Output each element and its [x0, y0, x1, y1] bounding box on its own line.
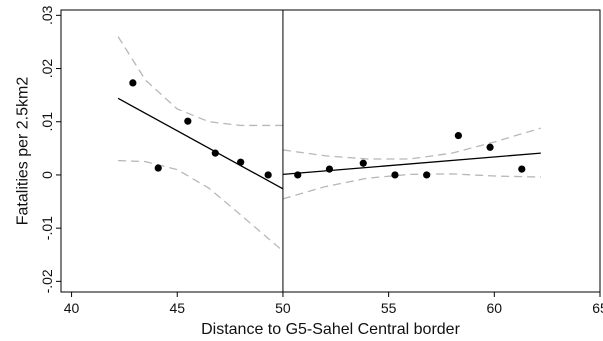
- x-tick-label: 55: [381, 300, 397, 316]
- fit-right-line: [282, 152, 541, 176]
- y-tick-label: .01: [39, 112, 55, 132]
- y-axis-ticks: -.02 -.01 0 .01 .02 .03: [39, 5, 61, 293]
- plot-border: [60, 9, 601, 293]
- confidence-bands: [117, 36, 542, 252]
- data-point: [486, 143, 494, 151]
- y-axis-title: Fatalities per 2.5km2: [15, 77, 32, 226]
- x-axis-ticks: 40 45 50 55 60 65: [64, 292, 603, 316]
- x-axis-title: Distance to G5-Sahel Central border: [201, 321, 460, 338]
- plot-frame: [60, 9, 601, 293]
- fit-left-line: [117, 97, 284, 190]
- x-tick-label: 50: [275, 300, 291, 316]
- data-point: [129, 79, 137, 87]
- data-point: [264, 171, 272, 179]
- ci-right-upper-line: [282, 127, 542, 160]
- y-tick-label: -.01: [39, 216, 55, 240]
- data-point: [518, 165, 526, 173]
- data-point: [184, 117, 192, 125]
- y-tick-label: 0: [39, 171, 55, 179]
- data-point: [423, 171, 431, 179]
- ci-right-lower-line: [282, 173, 541, 200]
- data-point: [391, 171, 399, 179]
- data-point: [454, 131, 462, 140]
- x-tick-label: 45: [169, 300, 185, 316]
- y-tick-label: .03: [39, 5, 55, 25]
- data-point: [211, 149, 219, 157]
- ci-left-upper-line: [117, 36, 283, 127]
- data-point: [294, 171, 302, 179]
- x-tick-label: 65: [592, 300, 603, 316]
- ci-left-lower-line: [118, 159, 284, 252]
- data-point: [325, 165, 334, 173]
- data-point: [154, 164, 162, 172]
- y-tick-label: -.02: [39, 269, 55, 293]
- fit-lines: [117, 97, 541, 190]
- x-tick-label: 40: [64, 300, 80, 316]
- data-point: [237, 158, 245, 166]
- data-point: [359, 159, 367, 167]
- x-tick-label: 60: [487, 300, 503, 316]
- data-points: [129, 79, 526, 179]
- y-tick-label: .02: [39, 59, 55, 79]
